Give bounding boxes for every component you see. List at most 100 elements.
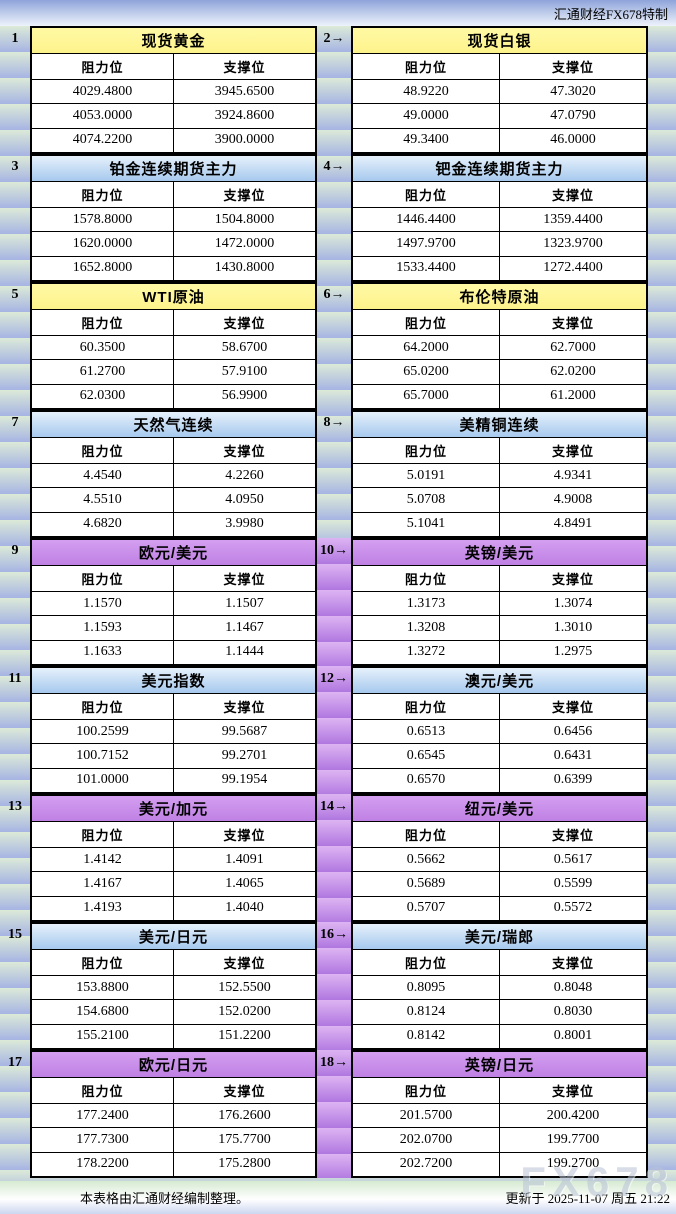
- value-row: 1.4167 1.4065: [32, 872, 315, 897]
- support-column-header: 支撑位: [551, 60, 594, 75]
- support-value: 0.6399: [553, 772, 593, 788]
- resistance-value: 1.3173: [353, 592, 500, 616]
- support-value: 1272.4400: [543, 260, 603, 276]
- gutter-number-column: 10→: [317, 538, 351, 666]
- support-value: 1323.9700: [543, 235, 603, 251]
- top-brand-strip: 汇通财经FX678特制: [0, 0, 676, 26]
- support-value: 1.3074: [553, 595, 593, 611]
- panel-title: 布伦特原油: [353, 284, 646, 310]
- resistance-value: 177.2400: [32, 1104, 174, 1128]
- panel-number-label: 14→: [320, 799, 348, 814]
- resistance-value: 5.0191: [353, 464, 500, 488]
- panel-title: 天然气连续: [32, 412, 315, 438]
- support-value: 1.1467: [225, 619, 264, 635]
- panel-title: 英镑/日元: [353, 1052, 646, 1078]
- panel-number-label: 17: [8, 1055, 22, 1070]
- brand-text: 汇通财经FX678特制: [553, 6, 668, 22]
- levels-panel: 美元指数 阻力位 支撑位 100.2599 99.5687 100.7152 99.2…: [30, 666, 317, 794]
- support-value: 3.9980: [225, 516, 264, 532]
- block-row: 11 美元指数 阻力位 支撑位 100.2599 99.5687 100.7152 9…: [0, 666, 676, 794]
- value-row: 177.7300 175.7700: [32, 1128, 315, 1153]
- levels-panel: 美元/加元 阻力位 支撑位 1.4142 1.4091 1.4167 1.4065 1.…: [30, 794, 317, 922]
- resistance-value: 154.6800: [32, 1000, 174, 1024]
- support-value: 1.3010: [553, 619, 593, 635]
- support-value: 0.5599: [553, 875, 593, 891]
- resistance-value: 1.1633: [32, 640, 174, 664]
- gutter-number-column: 6→: [317, 282, 351, 410]
- panel-number-label: 9: [11, 543, 19, 558]
- support-column-header: 支撑位: [551, 572, 594, 587]
- resistance-value: 1.4193: [32, 896, 174, 920]
- resistance-value: 0.5707: [353, 896, 500, 920]
- support-value: 152.5500: [218, 979, 271, 995]
- panel-header-row: 阻力位 支撑位: [353, 950, 646, 976]
- value-row: 1.1570 1.1507: [32, 592, 315, 617]
- block-row: 9 欧元/美元 阻力位 支撑位 1.1570 1.1507 1.1593 1.1467…: [0, 538, 676, 666]
- resistance-value: 48.9220: [353, 80, 500, 104]
- support-column-header: 支撑位: [223, 188, 266, 203]
- resistance-value: 0.6513: [353, 720, 500, 744]
- resistance-value: 0.5662: [353, 848, 500, 872]
- resistance-column-header: 阻力位: [32, 566, 174, 591]
- panel-title: 欧元/日元: [32, 1052, 315, 1078]
- support-value: 3945.6500: [214, 83, 275, 99]
- resistance-value: 202.7200: [353, 1152, 500, 1176]
- left-number-column: 13: [0, 794, 30, 922]
- support-value: 1.1444: [225, 644, 264, 660]
- block-row: 15 美元/日元 阻力位 支撑位 153.8800 152.5500 154.680…: [0, 922, 676, 1050]
- block-row: 1 现货黄金 阻力位 支撑位 4029.4800 3945.6500 4053.00…: [0, 26, 676, 154]
- value-row: 1.3173 1.3074: [353, 592, 646, 617]
- resistance-value: 4.6820: [32, 512, 174, 536]
- footer-source-note: 本表格由汇通财经编制整理。: [80, 1191, 250, 1206]
- right-margin-stripe: [648, 410, 676, 538]
- left-number-column: 1: [0, 26, 30, 154]
- support-value: 0.6456: [553, 723, 593, 739]
- resistance-column-header: 阻力位: [32, 310, 174, 335]
- panel-number-label: 12→: [320, 671, 348, 686]
- panel-number-label: 6→: [323, 287, 345, 302]
- value-row: 0.6570 0.6399: [353, 768, 646, 792]
- support-value: 0.8001: [553, 1028, 593, 1044]
- value-row: 60.3500 58.6700: [32, 336, 315, 361]
- value-row: 1.1633 1.1444: [32, 640, 315, 664]
- value-row: 202.0700 199.7700: [353, 1128, 646, 1153]
- value-row: 1.3272 1.2975: [353, 640, 646, 664]
- support-value: 1.4065: [225, 875, 264, 891]
- resistance-column-header: 阻力位: [32, 1078, 174, 1103]
- block-row: 7 天然气连续 阻力位 支撑位 4.4540 4.2260 4.5510 4.0950…: [0, 410, 676, 538]
- panel-header-row: 阻力位 支撑位: [32, 694, 315, 720]
- levels-panel: 铂金连续期货主力 阻力位 支撑位 1578.8000 1504.8000 1620.…: [30, 154, 317, 282]
- resistance-value: 0.8124: [353, 1000, 500, 1024]
- block-row: 13 美元/加元 阻力位 支撑位 1.4142 1.4091 1.4167 1.406…: [0, 794, 676, 922]
- support-value: 99.2701: [221, 747, 268, 763]
- panel-title: 钯金连续期货主力: [353, 156, 646, 182]
- panel-header-row: 阻力位 支撑位: [353, 438, 646, 464]
- resistance-value: 202.0700: [353, 1128, 500, 1152]
- resistance-value: 1.3272: [353, 640, 500, 664]
- resistance-value: 64.2000: [353, 336, 500, 360]
- panel-header-row: 阻力位 支撑位: [32, 438, 315, 464]
- levels-panel: 英镑/日元 阻力位 支撑位 201.5700 200.4200 202.0700 19…: [351, 1050, 648, 1178]
- resistance-value: 65.7000: [353, 384, 500, 408]
- panel-header-row: 阻力位 支撑位: [353, 694, 646, 720]
- resistance-value: 100.7152: [32, 744, 174, 768]
- footer-bar: 本表格由汇通财经编制整理。 更新于 2025-11-07 周五 21:22: [0, 1181, 676, 1214]
- resistance-value: 0.8142: [353, 1024, 500, 1048]
- support-column-header: 支撑位: [223, 572, 266, 587]
- panel-title: 美元/瑞郎: [353, 924, 646, 950]
- support-column-header: 支撑位: [551, 1084, 594, 1099]
- resistance-column-header: 阻力位: [353, 694, 500, 719]
- value-row: 155.2100 151.2200: [32, 1024, 315, 1048]
- value-row: 154.6800 152.0200: [32, 1000, 315, 1025]
- support-value: 4.9008: [553, 491, 593, 507]
- support-column-header: 支撑位: [223, 700, 266, 715]
- support-value: 62.7000: [550, 339, 596, 355]
- support-value: 199.7700: [546, 1131, 600, 1147]
- levels-panel: 现货黄金 阻力位 支撑位 4029.4800 3945.6500 4053.0000…: [30, 26, 317, 154]
- value-row: 49.3400 46.0000: [353, 128, 646, 152]
- support-value: 200.4200: [546, 1107, 600, 1123]
- panel-header-row: 阻力位 支撑位: [353, 310, 646, 336]
- support-column-header: 支撑位: [223, 956, 266, 971]
- panel-header-row: 阻力位 支撑位: [32, 310, 315, 336]
